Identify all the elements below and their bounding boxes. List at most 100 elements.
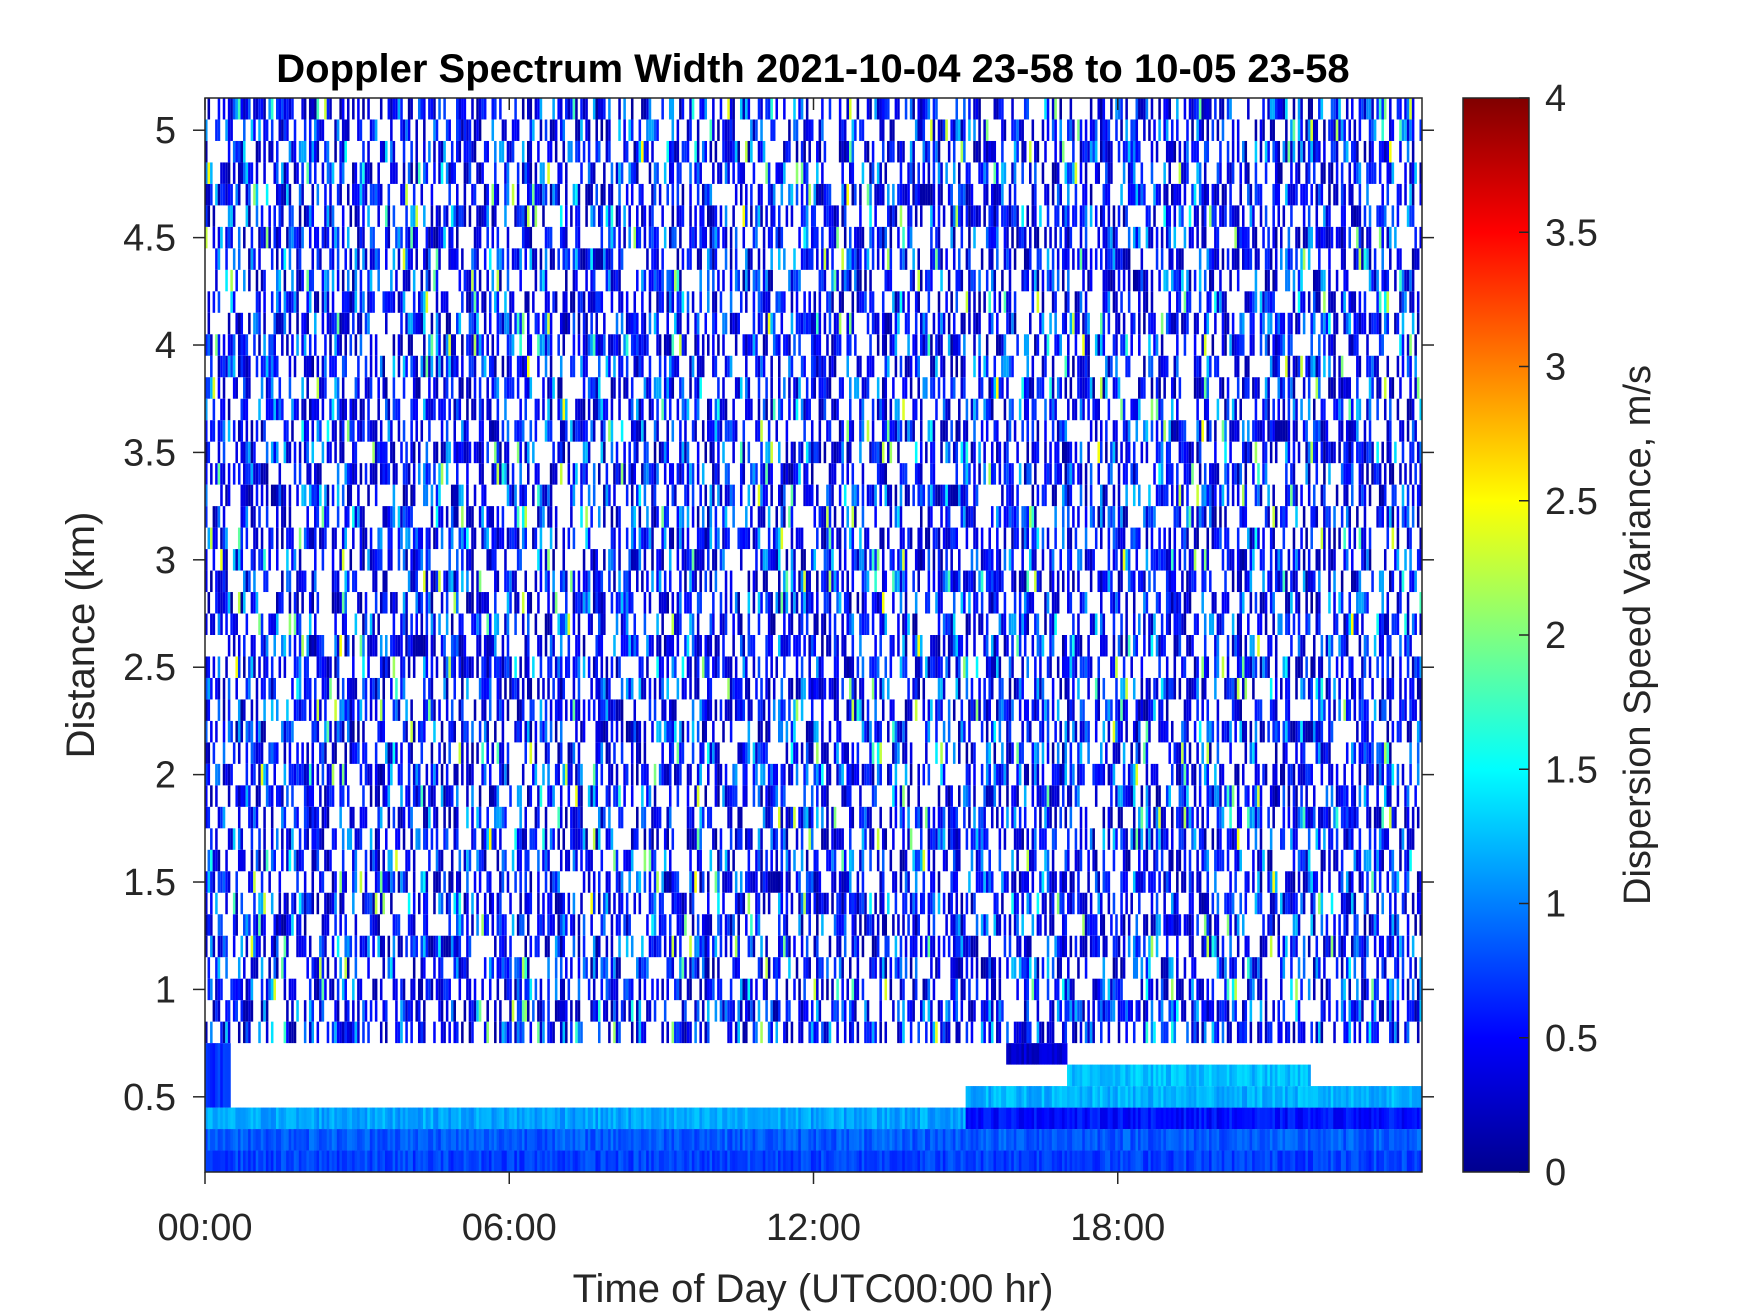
heatmap-cell (464, 893, 467, 914)
heatmap-cell (555, 721, 558, 742)
heatmap-cell (557, 828, 560, 849)
heatmap-cell (1024, 1000, 1027, 1021)
heatmap-cell (593, 936, 596, 957)
heatmap-cell (545, 699, 548, 720)
heatmap-cell (578, 936, 581, 957)
heatmap-cell (1283, 742, 1286, 763)
heatmap-cell (1245, 1022, 1248, 1043)
heatmap-cell (1115, 914, 1118, 935)
heatmap-cell (479, 678, 482, 699)
heatmap-cell (1011, 742, 1014, 763)
heatmap-cell (1067, 678, 1070, 699)
heatmap-cell (999, 785, 1002, 806)
heatmap-cell (1381, 656, 1384, 677)
heatmap-cell (524, 828, 527, 849)
heatmap-cell (527, 614, 530, 635)
heatmap-cell (405, 721, 408, 742)
heatmap-cell (1080, 1000, 1083, 1021)
heatmap-cell (798, 893, 801, 914)
heatmap-cell (301, 742, 304, 763)
heatmap-cell (1163, 871, 1166, 892)
heatmap-cell (347, 699, 350, 720)
heatmap-cell (836, 678, 839, 699)
heatmap-cell (912, 936, 915, 957)
heatmap-cell (910, 1022, 913, 1043)
heatmap-cell (879, 957, 882, 978)
heatmap-cell (961, 893, 964, 914)
heatmap-cell (915, 678, 918, 699)
heatmap-cell (915, 699, 918, 720)
heatmap-cell (841, 828, 844, 849)
heatmap-cell (1065, 721, 1068, 742)
heatmap-cell (1110, 785, 1113, 806)
heatmap-cell (844, 914, 847, 935)
heatmap-cell (940, 656, 943, 677)
heatmap-cell (1029, 957, 1032, 978)
heatmap-cell (649, 936, 652, 957)
heatmap-cell (1100, 914, 1103, 935)
heatmap-cell (988, 678, 991, 699)
heatmap-cell (228, 785, 231, 806)
heatmap-cell (727, 1022, 730, 1043)
heatmap-cell (1260, 936, 1263, 957)
heatmap-cell (1034, 828, 1037, 849)
heatmap-cell (879, 614, 882, 635)
heatmap-cell (1092, 914, 1095, 935)
heatmap-cell (786, 936, 789, 957)
heatmap-cell (1298, 764, 1301, 785)
heatmap-cell (1136, 914, 1139, 935)
heatmap-cell (808, 635, 811, 656)
heatmap-cell (1275, 742, 1278, 763)
heatmap-cell (958, 850, 961, 871)
heatmap-cell (1371, 1000, 1374, 1021)
heatmap-cell (1409, 721, 1412, 742)
heatmap-cell (1037, 614, 1040, 635)
heatmap-cell (928, 979, 931, 1000)
heatmap-cell (988, 1000, 991, 1021)
heatmap-cell (552, 1022, 555, 1043)
heatmap-cell (319, 936, 322, 957)
heatmap-cell (527, 678, 530, 699)
heatmap-cell (623, 635, 626, 656)
heatmap-cell (1234, 871, 1237, 892)
heatmap-cell (1059, 721, 1062, 742)
heatmap-cell (1128, 785, 1131, 806)
heatmap-cell (261, 979, 264, 1000)
heatmap-cell (1062, 871, 1065, 892)
heatmap-cell (819, 656, 822, 677)
heatmap-cell (940, 699, 943, 720)
heatmap-cell (1356, 914, 1359, 935)
heatmap-cell (291, 721, 294, 742)
heatmap-cell (1014, 957, 1017, 978)
heatmap-cell (357, 1022, 360, 1043)
heatmap-cell (1168, 871, 1171, 892)
heatmap-cell (418, 893, 421, 914)
heatmap-cell (852, 979, 855, 1000)
heatmap-cell (497, 656, 500, 677)
heatmap-cell (583, 914, 586, 935)
heatmap-cell (560, 936, 563, 957)
heatmap-cell (725, 871, 728, 892)
heatmap-cell (1354, 678, 1357, 699)
heatmap-cell (256, 678, 259, 699)
heatmap-cell (276, 592, 279, 613)
heatmap-cell (745, 871, 748, 892)
heatmap-cell (1333, 678, 1336, 699)
heatmap-cell (798, 807, 801, 828)
heatmap-cell (1100, 635, 1103, 656)
heatmap-cell (621, 1000, 624, 1021)
heatmap-cell (639, 742, 642, 763)
heatmap-cell (674, 893, 677, 914)
heatmap-cell (649, 635, 652, 656)
heatmap-cell (661, 914, 664, 935)
heatmap-cell (836, 914, 839, 935)
heatmap-cell (456, 635, 459, 656)
heatmap-cell (1212, 1022, 1215, 1043)
heatmap-cell (1265, 936, 1268, 957)
heatmap-cell (811, 807, 814, 828)
heatmap-cell (413, 893, 416, 914)
heatmap-cell (1323, 957, 1326, 978)
heatmap-cell (382, 957, 385, 978)
heatmap-cell (1032, 635, 1035, 656)
heatmap-cell (486, 721, 489, 742)
